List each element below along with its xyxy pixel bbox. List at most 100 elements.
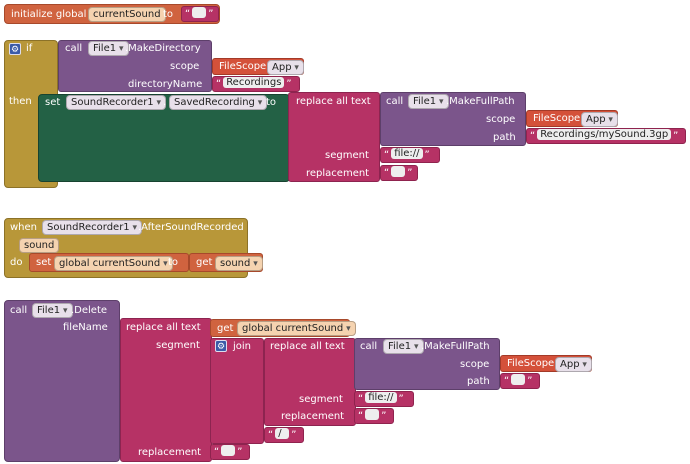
- filescope-block[interactable]: FileScope App: [212, 58, 304, 75]
- open-quote: “: [185, 8, 191, 20]
- scope-label: scope: [170, 61, 200, 72]
- replace-all-text-block[interactable]: [288, 92, 380, 182]
- directory-name-value[interactable]: Recordings: [223, 77, 285, 88]
- close-quote: ”: [673, 130, 679, 142]
- open-quote: “: [358, 410, 364, 422]
- get-sound-block[interactable]: get sound: [189, 253, 263, 272]
- replacement-empty-value[interactable]: [391, 166, 406, 177]
- directory-name-string[interactable]: “Recordings”: [212, 76, 300, 92]
- call-label: call: [65, 43, 83, 54]
- filescope-dropdown[interactable]: App: [267, 60, 304, 75]
- param-sound[interactable]: sound: [19, 238, 60, 253]
- replace-all-label: replace all text: [296, 96, 371, 107]
- close-quote: ”: [527, 375, 533, 387]
- when-label: when: [10, 222, 38, 233]
- empty-text-field[interactable]: [192, 7, 207, 18]
- filename-label: fileName: [63, 322, 108, 333]
- inner-component-dropdown[interactable]: File1: [408, 94, 449, 109]
- path-value[interactable]: Recordings/mySound.3gp: [537, 129, 672, 140]
- then-label: then: [9, 96, 32, 107]
- delete-inner-method-label: .MakeFullPath: [421, 341, 490, 352]
- set-property-dropdown[interactable]: SavedRecording: [169, 95, 268, 110]
- segment-label: segment: [325, 150, 369, 161]
- get-var-dropdown[interactable]: sound: [215, 256, 263, 271]
- slash-string[interactable]: “/”: [264, 427, 304, 443]
- directory-name-label: directoryName: [128, 79, 203, 90]
- delete-replace-all-label: replace all text: [126, 322, 201, 333]
- set-global-var-block[interactable]: set global currentSound to: [29, 253, 189, 272]
- delete-call-label: call: [10, 305, 28, 316]
- join-gear-icon[interactable]: ⚙: [215, 340, 227, 352]
- delete-segment-label: segment: [156, 340, 200, 351]
- delete-inner-component-dropdown[interactable]: File1: [383, 339, 424, 354]
- open-quote: “: [358, 393, 364, 405]
- open-quote: “: [530, 130, 536, 142]
- dot-label: .: [163, 97, 167, 108]
- open-quote: “: [504, 375, 510, 387]
- event-set-label: set: [36, 257, 52, 268]
- delete-method-label: .Delete: [71, 305, 108, 316]
- delete-segment-string[interactable]: “file://”: [354, 391, 414, 407]
- inner-filescope-dropdown[interactable]: App: [581, 112, 618, 127]
- initialize-global-block[interactable]: initialize global currentSound to “”: [4, 4, 220, 24]
- delete-path-empty-string[interactable]: “”: [500, 373, 540, 389]
- init-var-name-field[interactable]: currentSound: [88, 7, 166, 22]
- delete-replace-all-block[interactable]: [120, 318, 212, 462]
- delete-segment-value[interactable]: file://: [365, 392, 397, 403]
- set-component-dropdown[interactable]: SoundRecorder1: [66, 95, 167, 110]
- gear-icon[interactable]: ⚙: [9, 43, 21, 55]
- path-string[interactable]: “Recordings/mySound.3gp”: [526, 128, 686, 144]
- delete-filescope-dropdown[interactable]: App: [555, 357, 592, 372]
- delete-replacement-empty-value[interactable]: [221, 445, 236, 456]
- join-block[interactable]: [210, 338, 264, 444]
- delete-scope-label: scope: [460, 359, 490, 370]
- close-quote: ”: [424, 149, 430, 161]
- inner-method-label: .MakeFullPath: [446, 96, 515, 107]
- close-quote: ”: [208, 8, 214, 20]
- open-quote: “: [384, 167, 390, 179]
- do-label: do: [10, 257, 23, 268]
- if-label: if: [26, 43, 33, 54]
- segment-value[interactable]: file://: [391, 148, 423, 159]
- delete-get-label: get: [217, 323, 234, 334]
- delete-component-dropdown[interactable]: File1: [32, 303, 73, 318]
- delete-get-var-dropdown[interactable]: global currentSound: [237, 321, 356, 336]
- inner-replacement-label: replacement: [281, 411, 345, 422]
- delete-path-empty-value[interactable]: [511, 374, 526, 385]
- event-component-dropdown[interactable]: SoundRecorder1: [42, 220, 143, 235]
- segment-string[interactable]: “file://”: [380, 147, 440, 163]
- slash-value[interactable]: /: [275, 428, 290, 439]
- init-empty-string-block[interactable]: “”: [181, 6, 219, 22]
- close-quote: ”: [291, 429, 297, 441]
- set-to-label: to: [266, 97, 277, 108]
- open-quote: “: [214, 446, 220, 458]
- delete-make-full-path-block[interactable]: [354, 338, 500, 390]
- open-quote: “: [268, 429, 274, 441]
- make-full-path-call-block[interactable]: [380, 92, 526, 146]
- init-to-label: to: [163, 9, 174, 20]
- component-dropdown[interactable]: File1: [88, 41, 129, 56]
- inner-replace-all-label: replace all text: [270, 341, 345, 352]
- open-quote: “: [384, 149, 390, 161]
- get-global-current-sound-block[interactable]: get global currentSound: [210, 319, 356, 337]
- event-var-dropdown[interactable]: global currentSound: [54, 256, 173, 271]
- method-label: .MakeDirectory: [125, 43, 201, 54]
- delete-path-label: path: [467, 376, 490, 387]
- inner-filescope-block[interactable]: FileScope App: [526, 110, 618, 127]
- delete-call-block[interactable]: [4, 300, 120, 462]
- delete-replacement-empty-string[interactable]: “”: [210, 444, 250, 460]
- init-label: initialize global: [11, 9, 87, 20]
- make-directory-call-block[interactable]: [58, 40, 212, 92]
- delete-inner-replacement-string[interactable]: “”: [354, 408, 394, 424]
- delete-inner-call-label: call: [360, 341, 378, 352]
- inner-replace-all-block[interactable]: [264, 338, 356, 426]
- inner-scope-label: scope: [486, 114, 516, 125]
- get-label: get: [196, 257, 213, 268]
- delete-filescope-label: FileScope: [507, 358, 555, 369]
- delete-replacement-label: replacement: [138, 447, 202, 458]
- set-label: set: [45, 97, 61, 108]
- delete-inner-replacement-value[interactable]: [365, 409, 380, 420]
- delete-filescope-block[interactable]: FileScope App: [500, 355, 592, 372]
- replacement-empty-string[interactable]: “”: [380, 165, 418, 181]
- close-quote: ”: [286, 78, 292, 90]
